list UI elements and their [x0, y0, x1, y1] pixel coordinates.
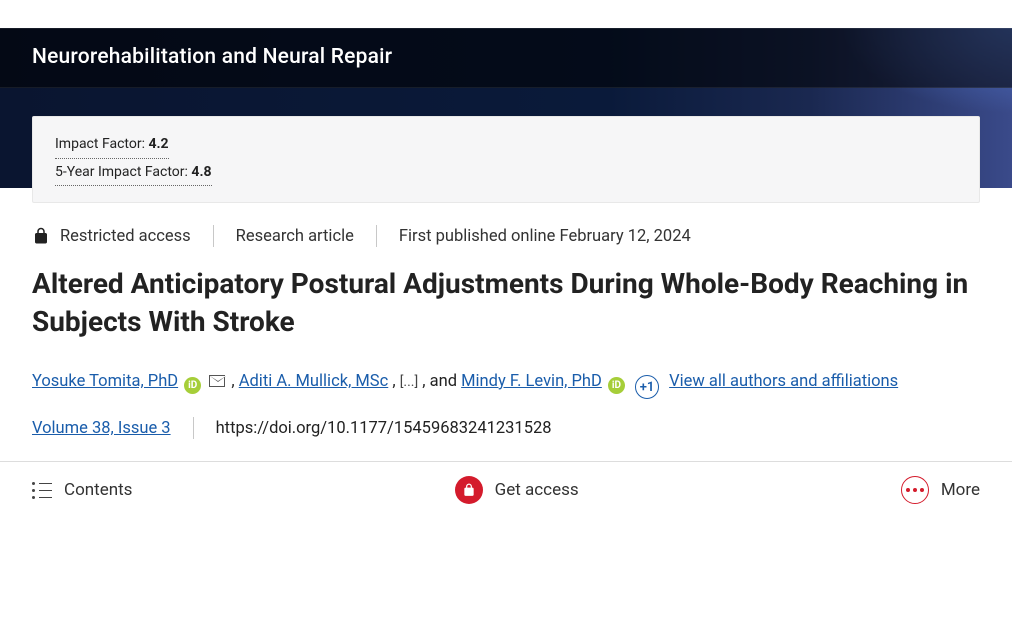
article-meta-row: Restricted access Research article First… — [0, 203, 1012, 247]
comma: , — [231, 372, 238, 391]
five-year-value: 4.8 — [191, 164, 211, 180]
access-status: Restricted access — [32, 227, 191, 246]
author-link-2[interactable]: Aditi A. Mullick, MSc — [239, 372, 389, 391]
author-link-1[interactable]: Yosuke Tomita, PhD — [32, 372, 178, 391]
article-title: Altered Anticipatory Postural Adjustment… — [0, 247, 1012, 341]
orcid-icon[interactable]: iD — [184, 377, 201, 394]
contents-icon — [32, 482, 52, 499]
journal-title[interactable]: Neurorehabilitation and Neural Repair — [32, 45, 980, 69]
journal-bar: Neurorehabilitation and Neural Repair — [0, 28, 1012, 88]
doi-text[interactable]: https://doi.org/10.1177/1545968324123152… — [216, 419, 552, 438]
more-label: More — [941, 480, 980, 500]
separator — [376, 225, 377, 247]
more-icon — [901, 476, 929, 504]
impact-factor-value: 4.2 — [148, 136, 168, 152]
view-all-authors-link[interactable]: View all authors and affiliations — [669, 372, 898, 391]
contents-button[interactable]: Contents — [32, 480, 132, 500]
separator — [193, 417, 194, 439]
more-button[interactable]: More — [901, 476, 980, 504]
impact-factor-label: Impact Factor: — [55, 136, 145, 152]
impact-factor-row[interactable]: Impact Factor: 4.2 — [55, 131, 169, 159]
separator — [213, 225, 214, 247]
article-type: Research article — [236, 227, 354, 246]
more-authors-badge[interactable]: +1 — [635, 375, 659, 399]
get-access-label: Get access — [495, 480, 579, 500]
impact-factor-box: Impact Factor: 4.2 5-Year Impact Factor:… — [32, 116, 980, 203]
access-label: Restricted access — [60, 227, 191, 246]
lock-icon — [32, 227, 50, 245]
authors-block: Yosuke Tomita, PhD iD , Aditi A. Mullick… — [0, 341, 1012, 400]
get-access-button[interactable]: Get access — [132, 476, 900, 504]
comma: , — [392, 372, 399, 391]
and-text: and — [430, 372, 457, 391]
orcid-icon[interactable]: iD — [608, 377, 625, 394]
contents-label: Contents — [64, 480, 132, 500]
lock-circle-icon — [455, 476, 483, 504]
volume-row: Volume 38, Issue 3 https://doi.org/10.11… — [0, 399, 1012, 439]
volume-issue-link[interactable]: Volume 38, Issue 3 — [32, 419, 171, 438]
author-link-3[interactable]: Mindy F. Levin, PhD — [461, 372, 602, 391]
authors-ellipsis: [...] — [400, 374, 419, 390]
publish-date: First published online February 12, 2024 — [399, 227, 691, 246]
mail-icon[interactable] — [209, 375, 225, 387]
comma: , — [422, 372, 429, 391]
action-bar: Contents Get access More — [0, 461, 1012, 518]
five-year-impact-row[interactable]: 5-Year Impact Factor: 4.8 — [55, 159, 212, 187]
five-year-label: 5-Year Impact Factor: — [55, 164, 188, 180]
